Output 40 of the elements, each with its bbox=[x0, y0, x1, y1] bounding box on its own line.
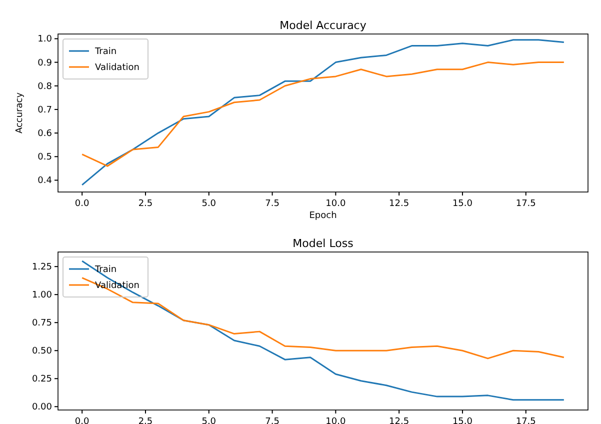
x-tick-label: 17.5 bbox=[516, 417, 536, 424]
y-tick-label: 0.6 bbox=[38, 129, 52, 140]
y-tick-label: 0.50 bbox=[32, 346, 52, 357]
y-tick-label: 1.0 bbox=[38, 34, 52, 45]
x-tick-label: 15.0 bbox=[452, 417, 473, 424]
x-tick-label: 2.5 bbox=[138, 417, 153, 424]
y-tick-label: 1.00 bbox=[32, 290, 52, 301]
x-tick-label: 17.5 bbox=[516, 199, 536, 209]
x-tick-label: 5.0 bbox=[202, 199, 216, 209]
x-tick-label: 15.0 bbox=[452, 199, 473, 209]
x-tick-label: 2.5 bbox=[138, 199, 153, 209]
legend-label: Validation bbox=[95, 63, 140, 73]
y-tick-label: 0.5 bbox=[38, 152, 52, 163]
line-series bbox=[81, 277, 565, 360]
x-tick-label: 7.5 bbox=[265, 417, 280, 424]
x-tick-label: 10.0 bbox=[326, 417, 346, 424]
line-series bbox=[81, 62, 565, 167]
y-tick-label: 0.75 bbox=[32, 318, 52, 329]
legend-label: Train bbox=[94, 47, 117, 57]
y-tick-label: 0.00 bbox=[32, 402, 52, 413]
x-tick-label: 10.0 bbox=[326, 199, 346, 209]
chart-title: Model Accuracy bbox=[280, 19, 367, 32]
x-axis-title: Epoch bbox=[309, 211, 337, 221]
y-tick-label: 1.25 bbox=[32, 262, 52, 273]
y-tick-label: 0.8 bbox=[38, 82, 52, 92]
chart-title: Model Loss bbox=[292, 237, 354, 250]
x-tick-label: 0.0 bbox=[74, 199, 90, 209]
line-series bbox=[81, 39, 565, 186]
y-tick-label: 0.25 bbox=[32, 374, 52, 385]
y-tick-label: 0.7 bbox=[38, 105, 52, 116]
y-axis-title: Accuracy bbox=[15, 92, 25, 134]
legend-label: Train bbox=[94, 265, 117, 275]
line-series bbox=[81, 260, 565, 401]
x-tick-label: 5.0 bbox=[202, 417, 216, 424]
x-tick-label: 0.0 bbox=[74, 417, 90, 424]
y-tick-label: 0.4 bbox=[38, 176, 52, 186]
x-tick-label: 12.5 bbox=[389, 199, 410, 209]
y-tick-label: 0.9 bbox=[38, 58, 52, 68]
x-tick-label: 7.5 bbox=[265, 199, 280, 209]
x-tick-label: 12.5 bbox=[389, 417, 410, 424]
